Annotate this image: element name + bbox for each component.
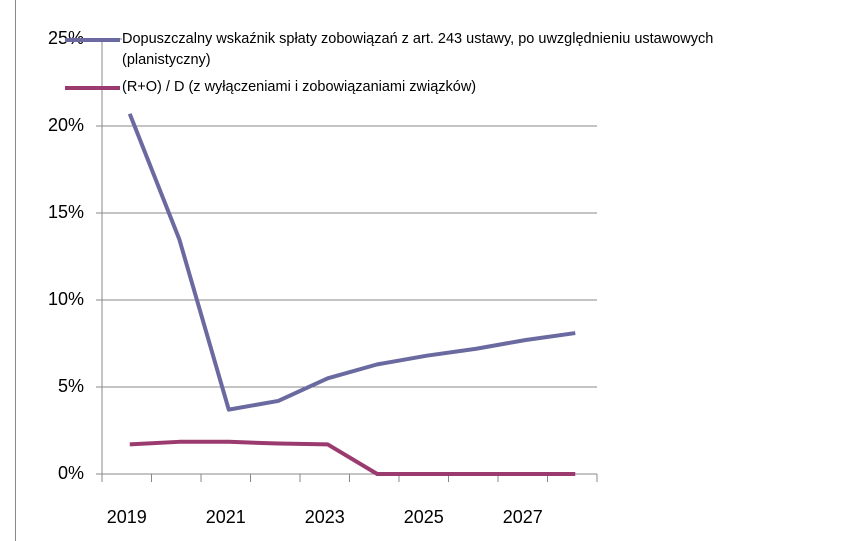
y-tick-label: 25% (48, 28, 84, 48)
y-tick-label: 0% (58, 463, 84, 483)
y-tick-label: 5% (58, 376, 84, 396)
series-line (127, 113, 576, 412)
y-tick-label: 10% (48, 289, 84, 309)
x-tick-label: 2027 (503, 507, 543, 527)
y-tick-label: 20% (48, 115, 84, 135)
x-tick-label: 2021 (206, 507, 246, 527)
series-line (129, 439, 576, 476)
x-tick-label: 2023 (305, 507, 345, 527)
x-tick-label: 2025 (404, 507, 444, 527)
y-tick-label: 15% (48, 202, 84, 222)
x-tick-label: 2019 (107, 507, 147, 527)
